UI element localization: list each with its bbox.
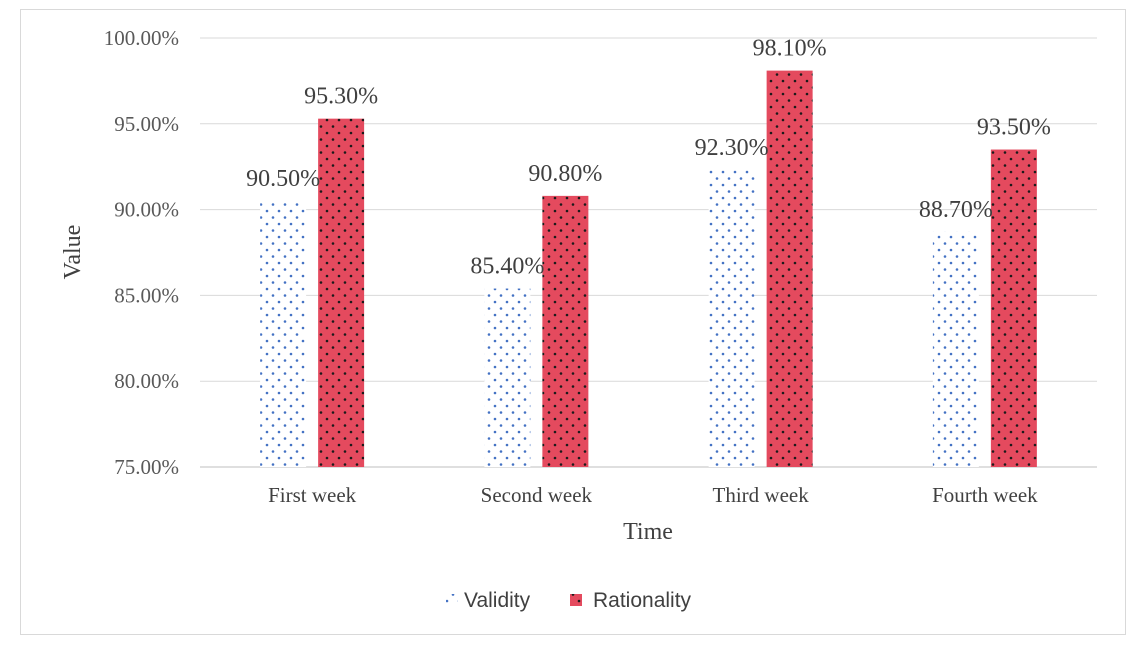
bar-validity bbox=[260, 201, 307, 467]
bar-rationality bbox=[990, 149, 1037, 468]
legend-swatch-validity bbox=[446, 594, 458, 606]
data-label-validity: 85.40% bbox=[470, 254, 544, 280]
data-label-rationality: 90.80% bbox=[528, 161, 602, 187]
x-tick-label: Fourth week bbox=[932, 483, 1038, 507]
y-tick-label: 100.00% bbox=[104, 26, 179, 50]
y-tick-label: 95.00% bbox=[114, 112, 179, 136]
data-label-validity: 92.30% bbox=[695, 135, 769, 161]
legend-swatch-rationality bbox=[570, 594, 582, 606]
x-axis-title: Time bbox=[623, 519, 673, 545]
bar-validity bbox=[708, 170, 755, 467]
y-tick-label: 90.00% bbox=[114, 198, 179, 222]
data-label-rationality: 93.50% bbox=[977, 115, 1051, 141]
data-label-rationality: 98.10% bbox=[753, 36, 827, 62]
bar-validity bbox=[932, 231, 979, 467]
legend-label-validity: Validity bbox=[464, 589, 531, 612]
bar-rationality bbox=[318, 118, 365, 467]
data-label-rationality: 95.30% bbox=[304, 84, 378, 110]
legend-label-rationality: Rationality bbox=[593, 589, 692, 612]
y-axis-title: Value bbox=[60, 225, 86, 280]
data-label-validity: 90.50% bbox=[246, 166, 320, 192]
y-tick-label: 80.00% bbox=[114, 369, 179, 393]
data-label-validity: 88.70% bbox=[919, 197, 993, 223]
x-tick-label: Third week bbox=[713, 483, 810, 507]
y-tick-label: 85.00% bbox=[114, 283, 179, 307]
bar-rationality bbox=[542, 195, 589, 467]
bar-validity bbox=[484, 288, 531, 467]
legend: Validity Rationality bbox=[446, 589, 692, 612]
bar-rationality bbox=[766, 70, 813, 467]
x-tick-label: Second week bbox=[481, 483, 593, 507]
y-tick-label: 75.00% bbox=[114, 455, 179, 479]
x-tick-label: First week bbox=[268, 483, 357, 507]
